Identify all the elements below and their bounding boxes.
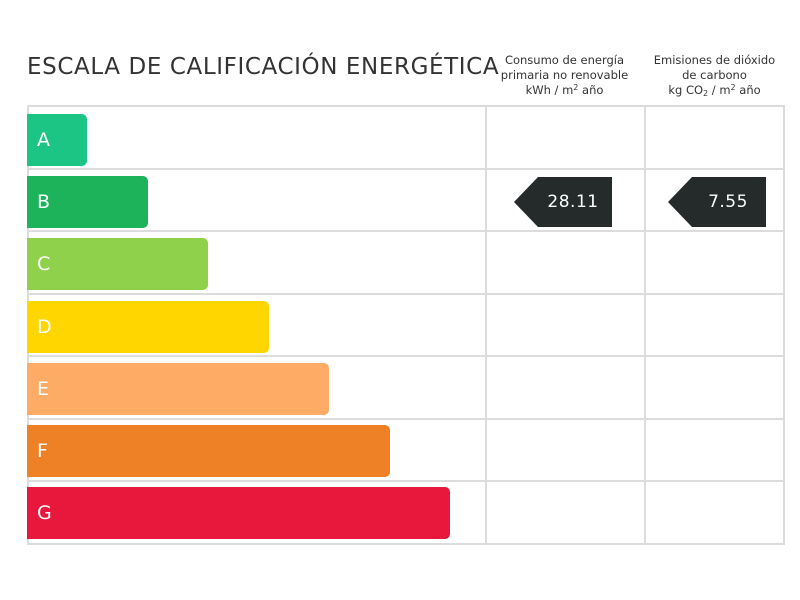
grid-row-divider [29, 480, 783, 482]
consumo-value: 28.11 [547, 192, 599, 212]
header-emisiones: Emisiones de dióxido de carbono kg CO2 /… [644, 53, 785, 99]
grade-bar-d: D [27, 301, 269, 353]
grade-letter: D [37, 316, 52, 338]
consumo-rating-arrow: 28.11 [514, 177, 612, 227]
grade-bar-b: B [27, 176, 148, 228]
emisiones-value: 7.55 [708, 192, 748, 212]
grade-letter: C [37, 253, 51, 275]
grade-bar-c: C [27, 238, 208, 290]
grade-letter: F [37, 440, 48, 462]
header-emisiones-unit: kg CO2 / m2 año [668, 83, 761, 98]
grade-bar-g: G [27, 487, 450, 539]
grid-row-divider [29, 230, 783, 232]
emisiones-rating-arrow: 7.55 [668, 177, 766, 227]
grade-bar-f: F [27, 425, 390, 477]
grade-letter: A [37, 129, 50, 151]
grid-row-divider [29, 293, 783, 295]
grade-letter: E [37, 378, 50, 400]
header-emisiones-line1: Emisiones de dióxido [653, 53, 776, 67]
grid-row-divider [29, 355, 783, 357]
header-consumo-line2: primaria no renovable [500, 68, 629, 82]
grade-letter: B [37, 191, 51, 213]
header-consumo-unit: kWh / m2 año [525, 83, 604, 97]
grid-col-divider [485, 107, 487, 543]
page-title: ESCALA DE CALIFICACIÓN ENERGÉTICA [27, 54, 500, 80]
grid-row-divider [29, 418, 783, 420]
grid-row-divider [29, 168, 783, 170]
header-consumo-line1: Consumo de energía [504, 53, 625, 67]
grade-letter: G [37, 502, 52, 524]
arrow-shape [514, 177, 612, 227]
grid-col-divider [644, 107, 646, 543]
header-consumo: Consumo de energía primaria no renovable… [485, 53, 644, 99]
grade-bar-e: E [27, 363, 329, 415]
grade-bar-a: A [27, 114, 87, 166]
arrow-shape [668, 177, 766, 227]
header-emisiones-line2: de carbono [682, 68, 747, 82]
